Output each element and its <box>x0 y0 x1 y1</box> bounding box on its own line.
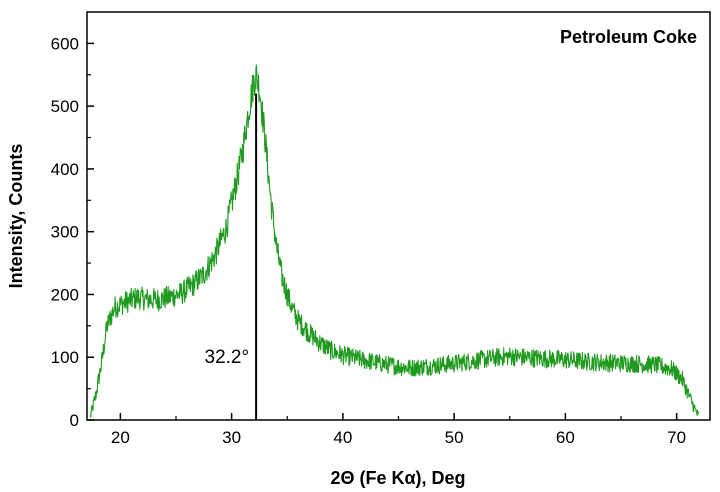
y-tick-label: 200 <box>51 285 79 304</box>
x-tick-label: 60 <box>556 428 575 447</box>
x-tick-label: 30 <box>222 428 241 447</box>
x-axis-title: 2Θ (Fe Kα), Deg <box>330 468 465 488</box>
x-tick-label: 40 <box>333 428 352 447</box>
peak-label: 32.2° <box>205 347 250 368</box>
y-tick-label: 500 <box>51 97 79 116</box>
annotation-group: 32.2° <box>205 93 258 420</box>
x-tick-label: 70 <box>667 428 686 447</box>
y-tick-label: 300 <box>51 223 79 242</box>
y-tick-label: 0 <box>70 411 79 430</box>
y-tick-label: 600 <box>51 34 79 53</box>
y-tick-label: 100 <box>51 348 79 367</box>
y-axis-title: Intensity, Counts <box>6 144 26 289</box>
y-tick-label: 400 <box>51 160 79 179</box>
series-group <box>89 64 700 418</box>
x-axis: 20 30 40 50 60 70 <box>111 413 686 447</box>
x-tick-label: 20 <box>111 428 130 447</box>
series-line <box>89 64 700 418</box>
y-axis: 0 100 200 300 400 500 600 <box>51 34 94 430</box>
x-tick-label: 50 <box>445 428 464 447</box>
chart-title: Petroleum Coke <box>560 27 697 47</box>
